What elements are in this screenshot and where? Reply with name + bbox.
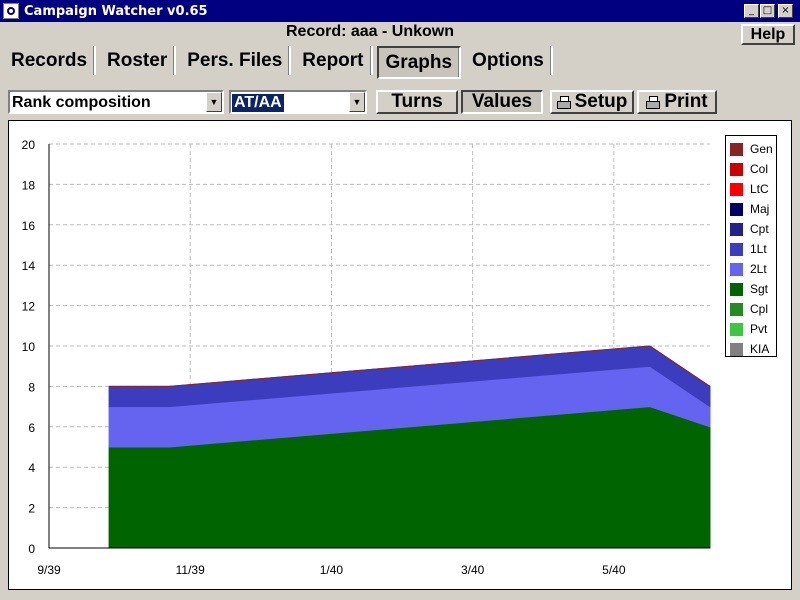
- legend-swatch: [730, 223, 743, 236]
- values-button[interactable]: Values: [461, 90, 543, 114]
- main-tabs: Records Roster Pers. Files Report Graphs…: [4, 46, 557, 79]
- legend-swatch: [730, 143, 743, 156]
- legend-swatch: [730, 163, 743, 176]
- legend-swatch: [730, 303, 743, 316]
- y-tick-label: 18: [22, 178, 36, 192]
- legend-swatch: [730, 263, 743, 276]
- graph-type-value: Rank composition: [12, 94, 151, 111]
- close-button[interactable]: ×: [778, 4, 793, 18]
- graph-type-select[interactable]: Rank composition ▼: [8, 90, 224, 114]
- tab-pers-files[interactable]: Pers. Files: [180, 46, 292, 75]
- legend-swatch: [730, 243, 743, 256]
- x-tick-label: 9/39: [37, 563, 61, 577]
- tab-records[interactable]: Records: [4, 46, 97, 75]
- legend-label: Pvt: [750, 322, 768, 336]
- y-tick-label: 4: [28, 461, 35, 475]
- x-tick-label: 1/40: [320, 563, 344, 577]
- chart-legend: Gen Col LtC Maj Cpt 1Lt 2Lt Sgt Cpl Pvt KIA: [725, 135, 777, 357]
- chart-panel: 0 2 4 6 8 10 12 14 16 18 20 9/39 11/39 1/40 3/40 5/40 G…: [8, 120, 792, 590]
- legend-swatch: [730, 283, 743, 296]
- print-button-label: Print: [664, 91, 708, 112]
- x-tick-label: 5/40: [602, 563, 626, 577]
- legend-label: Col: [750, 162, 769, 176]
- area-top-outline: [109, 345, 711, 387]
- app-icon: [3, 3, 19, 19]
- unit-select[interactable]: AT/AA ▼: [229, 90, 367, 114]
- legend-label: 1Lt: [750, 242, 767, 256]
- legend-label: Maj: [750, 202, 770, 216]
- tab-report[interactable]: Report: [295, 46, 373, 75]
- turns-button[interactable]: Turns: [376, 90, 458, 114]
- chevron-down-icon[interactable]: ▼: [206, 92, 222, 112]
- printer-icon: [556, 96, 571, 109]
- y-tick-label: 14: [22, 259, 36, 273]
- unit-select-value: AT/AA: [232, 94, 284, 112]
- y-tick-label: 6: [28, 421, 35, 435]
- y-tick-label: 8: [28, 380, 35, 394]
- title-bar: Campaign Watcher v0.65 _ □ ×: [0, 0, 800, 22]
- setup-button-label: Setup: [574, 91, 628, 112]
- legend-label: LtC: [750, 182, 769, 196]
- tab-roster[interactable]: Roster: [100, 46, 177, 75]
- legend-label: 2Lt: [750, 262, 767, 276]
- legend-label: Cpt: [750, 222, 769, 236]
- legend-swatch: [730, 183, 743, 196]
- x-tick-label: 11/39: [176, 563, 205, 577]
- legend-swatch: [730, 203, 743, 216]
- legend-label: KIA: [750, 342, 770, 356]
- window-title: Campaign Watcher v0.65: [24, 4, 208, 19]
- record-title: Record: aaa - Unkown: [285, 23, 455, 40]
- print-button[interactable]: Print: [637, 90, 717, 114]
- maximize-button[interactable]: □: [760, 4, 775, 18]
- y-tick-label: 12: [22, 300, 36, 314]
- y-tick-label: 20: [22, 138, 36, 152]
- chevron-down-icon[interactable]: ▼: [349, 92, 365, 112]
- x-tick-label: 3/40: [461, 563, 485, 577]
- legend-label: Cpl: [750, 302, 769, 316]
- tab-options[interactable]: Options: [465, 46, 553, 75]
- y-tick-label: 10: [22, 340, 36, 354]
- setup-button[interactable]: Setup: [550, 90, 634, 114]
- y-tick-label: 2: [28, 502, 35, 516]
- legend-swatch: [730, 323, 743, 336]
- legend-label: Gen: [750, 142, 773, 156]
- minimize-button[interactable]: _: [744, 4, 759, 18]
- legend-swatch: [730, 343, 743, 356]
- y-tick-label: 0: [28, 542, 35, 556]
- legend-label: Sgt: [750, 282, 769, 296]
- help-button[interactable]: Help: [741, 24, 795, 45]
- rank-composition-chart: 0 2 4 6 8 10 12 14 16 18 20 9/39 11/39 1/40 3/40 5/40: [22, 138, 711, 577]
- y-tick-label: 16: [22, 219, 36, 233]
- tab-graphs[interactable]: Graphs: [376, 46, 462, 79]
- printer-icon: [646, 96, 661, 109]
